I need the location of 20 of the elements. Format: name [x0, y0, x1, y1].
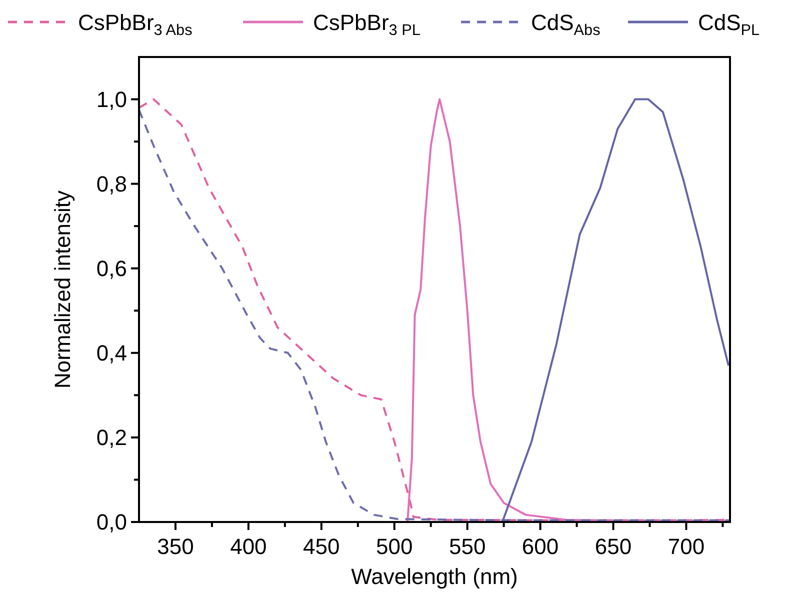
- x-tick-label: 500: [376, 534, 413, 559]
- x-tick-label: 700: [668, 534, 705, 559]
- legend-label: CdS$_{PL}$: [698, 10, 760, 38]
- legend-label: CdS$_{Abs}$: [531, 10, 601, 38]
- x-tick-label: 400: [230, 534, 267, 559]
- y-tick-label: 0,8: [96, 172, 127, 197]
- x-axis-title: Wavelength (nm): [351, 564, 518, 589]
- y-tick-label: 0,2: [96, 425, 127, 450]
- x-tick-label: 600: [522, 534, 559, 559]
- x-tick-label: 350: [157, 534, 194, 559]
- x-tick-label: 550: [448, 534, 486, 559]
- x-tick-label: 650: [594, 534, 632, 559]
- y-axis-title: Normalized intensity: [50, 190, 75, 389]
- legend-label: CsPbBr$_{3 Abs}$: [78, 10, 193, 38]
- legend-label: CsPbBr$_{3 PL}$: [313, 10, 421, 38]
- y-tick-label: 0,0: [96, 510, 127, 535]
- y-tick-label: 1,0: [96, 86, 127, 112]
- y-tick-label: 0,4: [96, 340, 127, 366]
- y-tick-label: 0,6: [96, 256, 127, 282]
- x-tick-label: 450: [303, 534, 340, 559]
